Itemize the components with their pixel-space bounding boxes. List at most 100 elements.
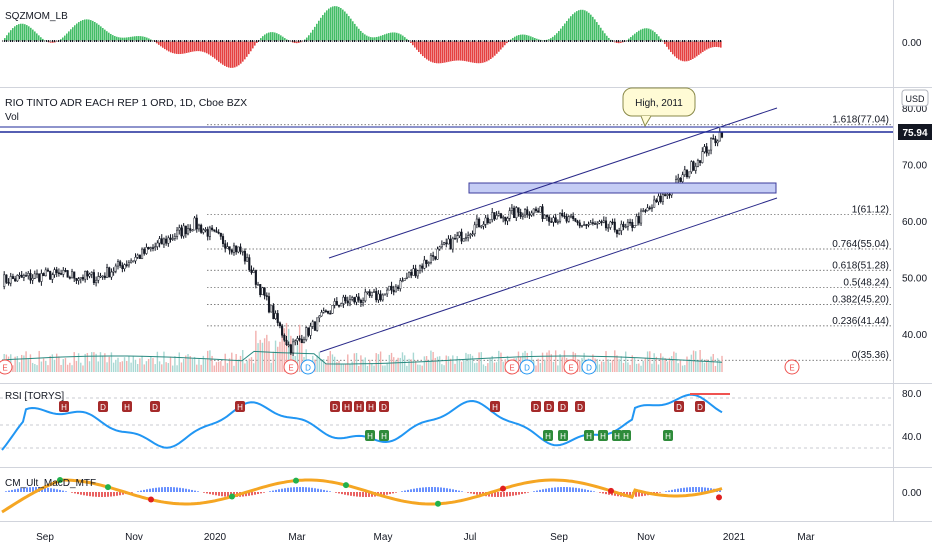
- candle-body: [238, 247, 240, 252]
- volume-label[interactable]: Vol: [5, 112, 19, 123]
- candle-body: [415, 269, 417, 276]
- candle-body: [542, 207, 544, 219]
- volume-bar: [380, 351, 381, 372]
- momentum-bar: [592, 17, 594, 41]
- volume-bar: [277, 347, 278, 372]
- squeeze-dot: [534, 40, 535, 42]
- volume-bar: [148, 359, 149, 372]
- momentum-bar: [604, 33, 606, 41]
- candle-body: [531, 213, 533, 215]
- candle-body: [312, 322, 314, 327]
- momentum-bar: [230, 41, 232, 68]
- squeeze-dot: [256, 40, 257, 42]
- candle-body: [327, 311, 329, 313]
- volume-bar: [225, 354, 226, 372]
- volume-bar: [697, 360, 698, 372]
- macd-histogram-bar: [452, 489, 454, 492]
- momentum-bar: [180, 41, 182, 54]
- volume-bar: [262, 343, 263, 372]
- marker-letter: D: [305, 364, 311, 373]
- momentum-bar: [190, 41, 192, 52]
- candle-body: [524, 210, 526, 215]
- volume-bar: [686, 357, 687, 372]
- volume-bar: [198, 359, 199, 372]
- macd-histogram-bar: [515, 492, 517, 495]
- volume-bar: [428, 360, 429, 372]
- volume-bar: [629, 365, 630, 372]
- volume-bar: [154, 364, 155, 372]
- macd-histogram-bar: [416, 488, 418, 492]
- momentum-bar: [442, 41, 444, 63]
- momentum-bar: [466, 41, 468, 61]
- squeeze-dot: [530, 40, 531, 42]
- momentum-bar: [454, 41, 456, 61]
- momentum-bar: [80, 21, 82, 41]
- momentum-bar: [204, 41, 206, 52]
- volume-bar: [432, 352, 433, 372]
- volume-bar: [17, 356, 18, 372]
- momentum-bar: [488, 41, 490, 60]
- squeeze-dot: [566, 40, 567, 42]
- volume-bar: [207, 351, 208, 372]
- volume-bar: [205, 359, 206, 372]
- squeeze-dot: [246, 40, 247, 42]
- candle-body: [456, 236, 458, 239]
- candle-body: [443, 243, 445, 244]
- macd-histogram-bar: [308, 487, 310, 492]
- squeeze-dot: [394, 40, 395, 42]
- resistance-box[interactable]: [469, 183, 776, 193]
- momentum-bar: [396, 33, 398, 41]
- squeeze-dot: [698, 40, 699, 42]
- momentum-bar: [648, 29, 650, 41]
- volume-bar: [71, 365, 72, 372]
- candle-body: [610, 222, 612, 228]
- candle-body: [207, 229, 209, 236]
- candle-body: [640, 211, 642, 223]
- squeeze-dot: [552, 40, 553, 42]
- squeeze-dot: [254, 40, 255, 42]
- macd-histogram-bar: [155, 488, 157, 492]
- momentum-bar: [500, 41, 502, 50]
- squeeze-dot: [606, 40, 607, 42]
- squeeze-dot: [450, 40, 451, 42]
- macd-title[interactable]: CM_Ult_MacD_MTF: [5, 478, 96, 489]
- rsi-title[interactable]: RSI [TORYS]: [5, 391, 64, 402]
- candle-body: [483, 224, 485, 226]
- volume-bar: [439, 356, 440, 372]
- volume-bar: [161, 364, 162, 372]
- volume-bar: [487, 363, 488, 372]
- squeeze-dot: [132, 40, 133, 42]
- volume-bar: [268, 341, 269, 372]
- squeeze-dot: [276, 40, 277, 42]
- momentum-bar: [356, 26, 358, 41]
- volume-bar: [404, 355, 405, 372]
- symbol-title[interactable]: RIO TINTO ADR EACH REP 1 ORD, 1D, Cboe B…: [5, 97, 247, 109]
- squeeze-dot: [112, 40, 113, 42]
- squeeze-dot: [134, 40, 135, 42]
- candle-body: [284, 335, 286, 340]
- candle-body: [253, 271, 255, 273]
- candle-body: [122, 266, 124, 269]
- squeeze-dot: [114, 40, 115, 42]
- squeeze-dot: [296, 40, 297, 42]
- candle-body: [474, 225, 476, 234]
- candle-body: [658, 196, 660, 202]
- volume-bar: [579, 361, 580, 372]
- squeeze-dot: [250, 40, 251, 42]
- candle-body: [371, 292, 373, 295]
- macd-histogram-bar: [119, 492, 121, 495]
- candle-body: [43, 273, 45, 275]
- momentum-bar: [394, 32, 396, 41]
- volume-bar: [500, 353, 501, 372]
- momentum-bar: [490, 41, 492, 59]
- candle-body: [189, 229, 191, 231]
- volume-bar: [211, 356, 212, 372]
- squeeze-dot: [110, 40, 111, 42]
- squeeze-dot: [652, 40, 653, 42]
- candle-body: [684, 170, 686, 175]
- squeeze-dot: [128, 40, 129, 42]
- momentum-title[interactable]: SQZMOM_LB: [5, 11, 68, 22]
- candle-body: [303, 340, 305, 343]
- momentum-bar: [458, 41, 460, 61]
